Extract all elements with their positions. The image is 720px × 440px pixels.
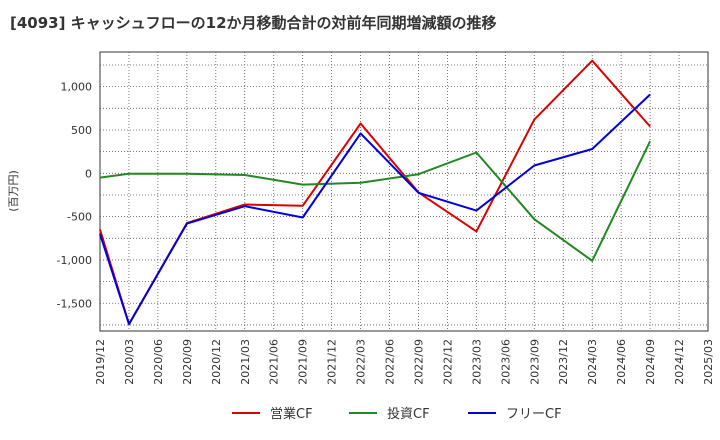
x-tick-label: 2025/03: [702, 339, 715, 385]
x-tick-label: 2023/06: [499, 339, 512, 385]
x-tick-label: 2019/12: [94, 339, 107, 385]
y-axis: 1,000 500 0 -500 -1,000 -1,500: [57, 81, 92, 311]
y-tick-label: -1,000: [57, 254, 92, 267]
plot-area: [99, 51, 709, 332]
x-tick-label: 2021/03: [239, 339, 252, 385]
x-tick-label: 2020/09: [181, 339, 194, 385]
chart-title: [4093] キャッシュフローの12か月移動合計の対前年同期増減額の推移: [10, 14, 497, 32]
grid: [100, 52, 708, 331]
series-line: [99, 140, 652, 262]
y-tick-label: 1,000: [61, 81, 93, 94]
x-tick-label: 2021/12: [326, 339, 339, 385]
x-tick-label: 2024/06: [615, 339, 628, 385]
legend-label: 投資CF: [387, 406, 430, 422]
x-tick-label: 2024/03: [586, 339, 599, 385]
legend-label: 営業CF: [270, 406, 313, 422]
legend-label: フリーCF: [506, 407, 562, 422]
x-tick-label: 2020/03: [123, 339, 136, 385]
x-tick-label: 2024/12: [673, 339, 686, 385]
x-axis: 2019/12 2020/03 2020/06 2020/09 2020/12 2021/…: [94, 339, 715, 385]
x-tick-label: 2022/03: [355, 339, 368, 385]
x-tick-label: 2022/09: [412, 339, 425, 385]
y-tick-label: 0: [85, 167, 92, 180]
x-tick-label: 2020/12: [210, 339, 223, 385]
x-tick-label: 2022/12: [441, 339, 454, 385]
y-tick-label: -1,500: [57, 297, 92, 310]
y-tick-label: 500: [71, 124, 92, 137]
x-tick-label: 2023/03: [470, 339, 483, 385]
series-line: [99, 93, 651, 326]
x-tick-label: 2021/06: [268, 339, 281, 385]
x-tick-label: 2024/09: [644, 339, 657, 385]
series-lines: [99, 59, 652, 326]
y-axis-label: (百万円): [7, 170, 20, 212]
y-tick-label: -500: [67, 211, 92, 224]
x-tick-label: 2020/06: [152, 339, 165, 385]
legend: 営業CF 投資CF フリーCF: [232, 406, 562, 422]
x-tick-label: 2023/12: [557, 339, 570, 385]
x-tick-label: 2021/09: [297, 339, 310, 385]
x-tick-label: 2023/09: [528, 339, 541, 385]
x-tick-label: 2022/06: [384, 339, 397, 385]
